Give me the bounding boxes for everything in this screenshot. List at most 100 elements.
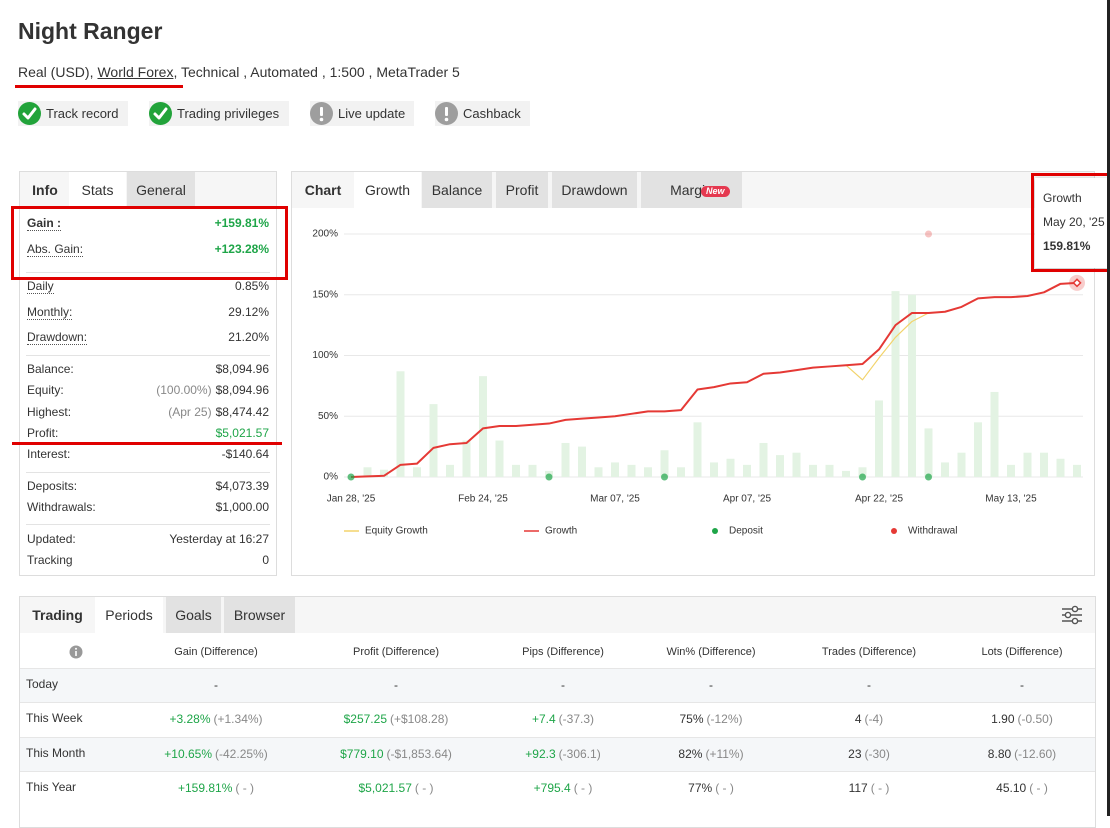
- daily-bar: [792, 452, 801, 477]
- row-label: Today: [26, 677, 59, 691]
- stat-value-wrap: $1,000.00: [216, 500, 269, 514]
- table-cell: +92.3 (-306.1): [525, 747, 600, 761]
- badge-glyph: [153, 107, 168, 120]
- tab[interactable]: Drawdown: [552, 172, 637, 208]
- chart: 0% 50% 100% 150% 200% Jan 28, '25 Feb 24, '25 M…: [312, 229, 1085, 537]
- periods-panel: Trading Periods Goals Browser Gain (Differen…: [19, 596, 1096, 828]
- stat-value-wrap: 0.85%: [235, 279, 269, 293]
- badge-label: Live update: [338, 106, 406, 121]
- x-tick-label: Mar 07, '25: [590, 494, 640, 505]
- daily-bar: [594, 467, 603, 477]
- tab[interactable]: Growth: [354, 172, 421, 208]
- stat-note: (100.00%): [156, 383, 212, 397]
- stat-value-wrap: (100.00%) $8,094.96: [156, 383, 269, 397]
- broker-link[interactable]: World Forex: [97, 64, 174, 80]
- badge: Cashback: [435, 101, 530, 126]
- stat-value-wrap: Yesterday at 16:27: [169, 532, 269, 546]
- legend-label: Withdrawal: [908, 526, 957, 537]
- stat-value: +123.28%: [214, 242, 269, 256]
- stat-label: Profit:: [27, 426, 59, 440]
- badge-label: Trading privileges: [177, 106, 280, 121]
- y-tick-label: 100%: [312, 350, 338, 361]
- cell-diff: (-30): [864, 747, 890, 761]
- stat-value: +159.81%: [214, 216, 269, 230]
- stat-label: Daily: [27, 279, 54, 294]
- cell-diff: ( - ): [235, 781, 255, 795]
- settings-icon[interactable]: [1060, 604, 1084, 626]
- stat-value: 0.85%: [234, 279, 269, 293]
- column-header: Gain (Difference): [174, 646, 258, 658]
- annotation-line: [15, 85, 183, 88]
- table-cell: -: [1020, 678, 1024, 692]
- column-header: Trades (Difference): [821, 646, 917, 658]
- daily-bar: [429, 404, 438, 477]
- stat-label: Gain :: [27, 216, 62, 231]
- annotation-line: [12, 442, 282, 445]
- daily-bar: [825, 464, 834, 477]
- stat-value: $1,000.00: [215, 500, 269, 514]
- x-tick-label: Apr 22, '25: [855, 494, 903, 505]
- tab[interactable]: Stats: [69, 172, 126, 208]
- tab[interactable]: Profit: [496, 172, 548, 208]
- cell-diff: (-$1,853.64): [386, 747, 452, 761]
- daily-bar: [908, 294, 916, 477]
- table-cell: -: [394, 678, 398, 692]
- cell-value: $257.25: [343, 712, 387, 726]
- daily-bar: [858, 467, 867, 477]
- stat-label: Tracking: [27, 553, 73, 567]
- cell-value: 82%: [678, 747, 703, 761]
- stat-value: $8,474.42: [215, 405, 269, 419]
- separator: [26, 472, 270, 473]
- legend-swatch: [891, 528, 897, 534]
- cell-value: $5,021.57: [358, 781, 412, 795]
- tab[interactable]: Goals: [166, 597, 221, 633]
- daily-bar: [677, 467, 685, 477]
- cell-value: +795.4: [533, 781, 571, 795]
- cell-diff: ( - ): [715, 781, 734, 795]
- tab: Trading: [21, 597, 94, 633]
- stat-label: Drawdown:: [27, 330, 88, 345]
- column-header: Pips (Difference): [522, 646, 604, 658]
- table-cell: $257.25 (+$108.28): [344, 712, 449, 726]
- stat-value: $8,094.96: [215, 362, 269, 376]
- x-tick-label: Apr 07, '25: [723, 494, 771, 505]
- cell-value: -: [214, 678, 218, 692]
- daily-bar: [462, 440, 471, 477]
- cell-value: 8.80: [987, 747, 1012, 761]
- cell-diff: ( - ): [870, 781, 890, 795]
- table-cell: +159.81%( - ): [178, 781, 254, 795]
- y-tick-label: 150%: [312, 289, 338, 300]
- table-cell: 117( - ): [849, 781, 890, 795]
- info-panel: Info Stats General Gain : +159.81% Abs. Gain:…: [19, 171, 277, 576]
- y-tick-label: 0%: [324, 472, 339, 483]
- column-header: Profit (Difference): [353, 646, 439, 658]
- daily-bar: [891, 291, 900, 477]
- daily-bar: [611, 462, 619, 477]
- tab[interactable]: Balance: [422, 172, 492, 208]
- info-icon[interactable]: [69, 645, 83, 659]
- subtitle: Real (USD), World Forex, Technical , Auto…: [18, 64, 460, 80]
- tab[interactable]: Browser: [224, 597, 295, 633]
- daily-bar: [776, 455, 784, 477]
- cell-value: 23: [848, 747, 862, 761]
- new-badge: New: [701, 186, 730, 197]
- tab[interactable]: Periods: [95, 597, 163, 633]
- marker: [925, 473, 932, 481]
- annotation-box: [11, 206, 288, 280]
- separator: [26, 355, 270, 356]
- daily-bar: [1040, 452, 1048, 477]
- table-cell: -: [214, 678, 218, 692]
- chart-panel: 0% 50% 100% 150% 200% Jan 28, '25 Feb 24, '25 M…: [291, 171, 1095, 576]
- cell-diff: ( - ): [573, 781, 593, 795]
- table-row-bg: [20, 668, 1095, 703]
- tab[interactable]: General: [127, 172, 195, 208]
- table-cell: $5,021.57( - ): [358, 781, 433, 795]
- table-cell: 8.80 (-12.60): [988, 747, 1056, 761]
- stat-value-wrap: 21.20%: [228, 330, 269, 344]
- legend-label: Deposit: [729, 526, 763, 537]
- table-cell: 1.90 (-0.50): [991, 712, 1053, 726]
- daily-bar: [693, 422, 702, 477]
- daily-bar: [924, 428, 933, 477]
- table-cell: -: [867, 678, 871, 692]
- stat-value-wrap: +123.28%: [215, 242, 269, 256]
